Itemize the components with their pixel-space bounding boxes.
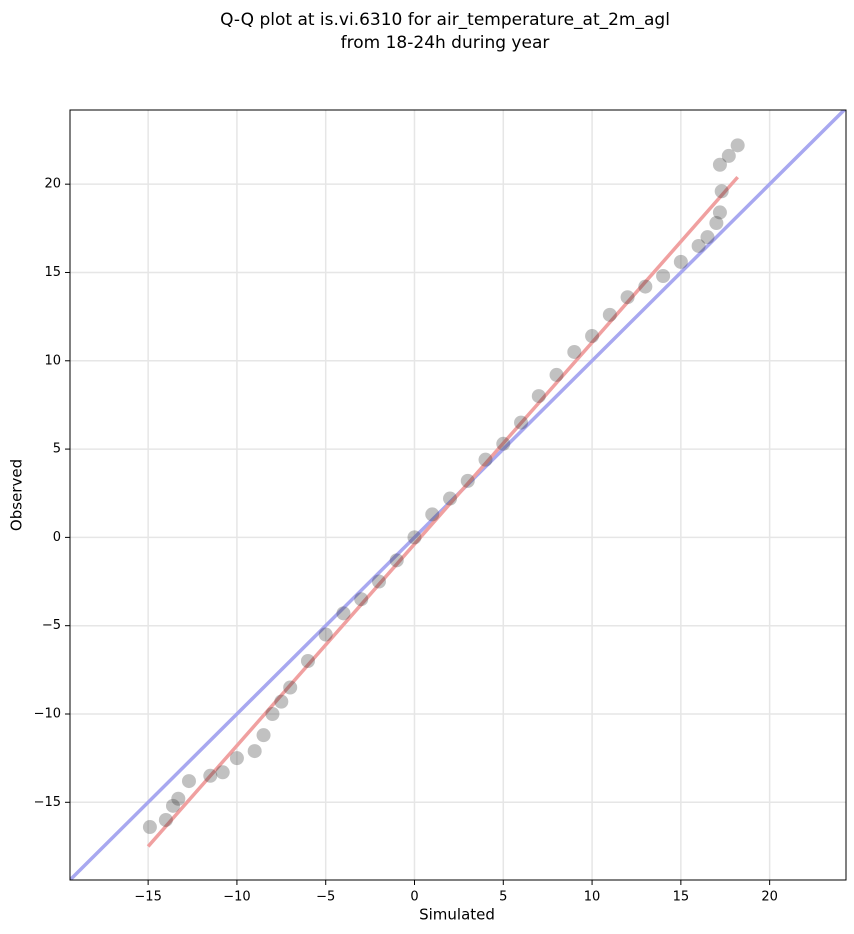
point: [389, 553, 404, 568]
x-tick-label: −15: [134, 890, 161, 905]
point: [700, 230, 715, 245]
point: [712, 205, 727, 220]
point: [336, 606, 351, 621]
point: [181, 774, 196, 789]
point: [549, 367, 564, 382]
point: [203, 768, 218, 783]
point: [638, 279, 653, 294]
y-tick-label: 15: [44, 265, 61, 280]
y-tick-label: −10: [34, 706, 61, 721]
point: [673, 254, 688, 269]
point: [283, 680, 298, 695]
point: [691, 238, 706, 253]
y-tick-label: −5: [42, 618, 61, 633]
point: [620, 290, 635, 305]
point: [407, 530, 422, 545]
point: [215, 765, 230, 780]
point: [730, 138, 745, 153]
point: [496, 436, 511, 451]
point: [256, 728, 271, 743]
x-tick-label: 20: [761, 890, 778, 905]
y-tick-label: 20: [44, 177, 61, 192]
point: [602, 307, 617, 322]
point: [531, 389, 546, 404]
point: [229, 751, 244, 766]
point: [165, 798, 180, 813]
x-tick-label: 0: [410, 890, 418, 905]
x-tick-label: 5: [499, 890, 507, 905]
point: [714, 184, 729, 199]
point: [721, 148, 736, 163]
point: [567, 344, 582, 359]
chart-title: Q-Q plot at is.vi.6310 for air_temperatu…: [220, 10, 670, 30]
point: [585, 329, 600, 344]
reference-line: [146, 175, 739, 848]
point: [300, 654, 315, 669]
y-tick-label: −15: [34, 795, 61, 810]
chart-subtitle: from 18-24h during year: [341, 33, 550, 53]
point: [478, 452, 493, 467]
point: [354, 592, 369, 607]
point: [158, 812, 173, 827]
x-tick-label: −10: [223, 890, 250, 905]
y-tick-label: 10: [44, 353, 61, 368]
point: [709, 216, 724, 231]
x-tick-label: 10: [584, 890, 601, 905]
point: [460, 473, 475, 488]
x-tick-label: 15: [673, 890, 690, 905]
y-axis-label: Observed: [8, 459, 26, 531]
point: [142, 820, 157, 835]
x-tick-label: −5: [316, 890, 335, 905]
y-tick-label: 5: [53, 442, 61, 457]
point: [712, 157, 727, 172]
x-axis-label: Simulated: [419, 906, 495, 924]
y-tick-label: 0: [53, 530, 61, 545]
point: [171, 791, 186, 806]
point: [425, 507, 440, 522]
plot-frame: [69, 109, 847, 881]
point: [265, 706, 280, 721]
point: [318, 627, 333, 642]
point: [656, 269, 671, 284]
point: [247, 744, 262, 759]
point: [443, 491, 458, 506]
point: [514, 415, 529, 430]
point: [274, 694, 289, 709]
point: [371, 574, 386, 589]
